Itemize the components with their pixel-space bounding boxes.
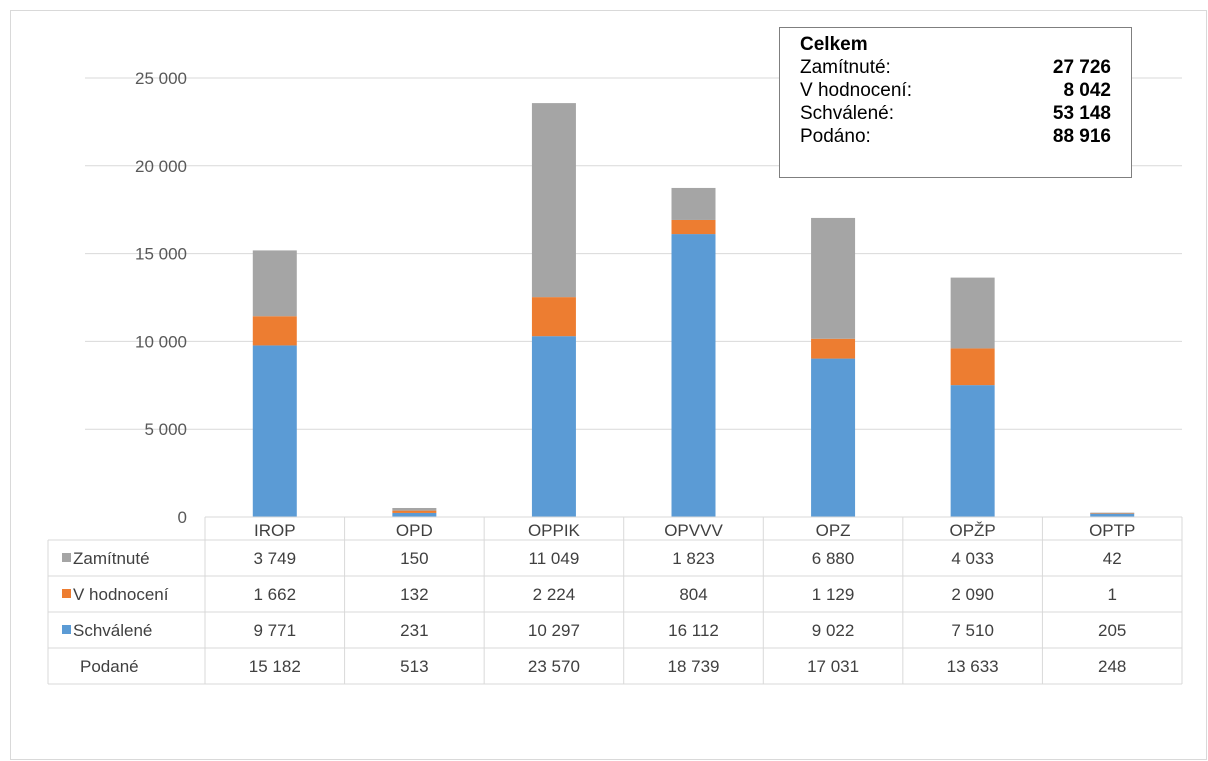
table-row-label: V hodnocení [73, 585, 169, 604]
table-cell-value: 6 880 [812, 549, 855, 568]
bar-segment [811, 217, 856, 339]
table-cell-value: 4 033 [951, 549, 994, 568]
table-cell-value: 1 823 [672, 549, 715, 568]
legend-key [62, 589, 71, 598]
x-category-label: OPZ [816, 521, 851, 540]
summary-row-in-review: V hodnocení: 8 042 [800, 79, 1111, 102]
table-cell-value: 150 [400, 549, 428, 568]
y-tick-label: 25 000 [135, 69, 187, 88]
bar-segment [671, 187, 716, 220]
table-cell-value: 17 031 [807, 657, 859, 676]
x-category-label: OPVVV [664, 521, 723, 540]
table-cell-value: 2 224 [533, 585, 576, 604]
bar-segment [671, 234, 716, 517]
bar-segment [1090, 512, 1135, 514]
bar-segment [392, 510, 437, 513]
x-category-label: OPŽP [949, 521, 995, 540]
bar-segment [950, 385, 995, 517]
table-cell-value: 1 129 [812, 585, 855, 604]
table-cell-value: 9 771 [254, 621, 297, 640]
table-cell-value: 205 [1098, 621, 1126, 640]
table-cell-value: 248 [1098, 657, 1126, 676]
table-cell-value: 9 022 [812, 621, 855, 640]
table-cell-value: 11 049 [529, 549, 580, 568]
summary-label: Schválené: [800, 103, 895, 124]
summary-row-rejected: Zamítnuté: 27 726 [800, 56, 1111, 79]
table-cell-value: 132 [400, 585, 428, 604]
table-cell-value: 2 090 [951, 585, 994, 604]
table-cell-value: 804 [679, 585, 707, 604]
table-cell-value: 42 [1103, 549, 1122, 568]
bar-segment [1090, 513, 1135, 514]
table-cell-value: 23 570 [528, 657, 580, 676]
bar-segment [392, 507, 437, 511]
table-cell-value: 13 633 [947, 657, 999, 676]
bar-segment [950, 348, 995, 386]
table-cell-value: 231 [400, 621, 428, 640]
table-cell-value: 513 [400, 657, 428, 676]
summary-row-approved: Schválené: 53 148 [800, 102, 1111, 125]
bar-segment [1090, 513, 1135, 517]
bar-segment [531, 336, 576, 517]
table-cell-value: 15 182 [249, 657, 301, 676]
table-row-label: Podané [80, 657, 139, 676]
table-cell-value: 1 662 [254, 585, 297, 604]
summary-value: 27 726 [1052, 57, 1111, 78]
bar-segment [950, 277, 995, 349]
summary-value: 53 148 [1052, 103, 1111, 124]
x-category-label: OPPIK [528, 521, 581, 540]
summary-value: 8 042 [1063, 80, 1111, 101]
bar-segment [531, 297, 576, 337]
bar-segment [811, 338, 856, 359]
table-cell-value: 18 739 [668, 657, 720, 676]
table-cell-value: 7 510 [951, 621, 994, 640]
bar-segment [811, 358, 856, 517]
summary-row-submitted: Podáno: 88 916 [800, 125, 1111, 148]
summary-label: V hodnocení: [800, 80, 912, 101]
legend-key [62, 553, 71, 562]
table-cell-value: 1 [1107, 585, 1116, 604]
bar-segment [252, 250, 297, 317]
summary-label: Zamítnuté: [800, 57, 891, 78]
y-tick-label: 0 [178, 508, 187, 527]
summary-value: 88 916 [1052, 126, 1111, 147]
y-tick-label: 20 000 [135, 157, 187, 176]
x-category-label: IROP [254, 521, 296, 540]
bar-segment [531, 103, 576, 298]
y-tick-label: 15 000 [135, 245, 187, 264]
table-cell-value: 3 749 [254, 549, 297, 568]
chart-frame [10, 10, 1207, 760]
bar-segment [252, 345, 297, 517]
table-row-label: Zamítnuté [73, 549, 150, 568]
table-cell-value: 16 112 [668, 621, 719, 640]
bar-segment [252, 316, 297, 346]
legend-key [62, 625, 71, 634]
x-category-label: OPTP [1089, 521, 1135, 540]
y-tick-label: 5 000 [144, 420, 187, 439]
bar-segment [671, 219, 716, 235]
bar-segment [392, 512, 437, 517]
table-row-label: Schválené [73, 621, 152, 640]
summary-label: Podáno: [800, 126, 871, 147]
summary-box: Celkem Zamítnuté: 27 726 V hodnocení: 8 … [779, 27, 1132, 178]
y-tick-label: 10 000 [135, 332, 187, 351]
table-cell-value: 10 297 [528, 621, 580, 640]
x-category-label: OPD [396, 521, 433, 540]
summary-title: Celkem [800, 34, 868, 55]
